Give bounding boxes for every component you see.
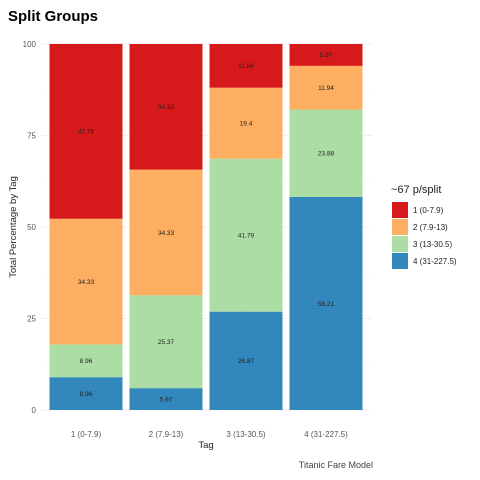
x-tick-label: 2 (7.9-13)	[149, 430, 184, 439]
bar-segment	[289, 65, 363, 110]
legend-swatch	[392, 219, 408, 235]
bar-segment	[49, 43, 123, 219]
bar-segment-label: 41.79	[238, 232, 255, 239]
legend-label: 1 (0-7.9)	[413, 206, 444, 215]
y-tick-label: 100	[23, 40, 37, 49]
x-tick-label: 1 (0-7.9)	[71, 430, 102, 439]
y-tick-label: 75	[27, 132, 36, 141]
bar-segment	[49, 218, 123, 345]
legend-title: ~67 p/split	[391, 184, 441, 196]
legend-swatch	[392, 202, 408, 218]
bar-segment-label: 26.87	[238, 358, 255, 365]
legend-swatch	[392, 253, 408, 269]
y-tick-label: 25	[27, 315, 36, 324]
bar-segment	[289, 44, 363, 66]
bar-segment	[129, 44, 203, 170]
bar-segment	[49, 377, 123, 410]
bar-segment	[289, 196, 363, 410]
legend-label: 4 (31-227.5)	[413, 257, 457, 266]
legend: ~67 p/split 1 (0-7.9) 2 (7.9-13) 3 (13-30.…	[391, 184, 457, 269]
x-axis-title: Tag	[198, 440, 213, 451]
bars: 8.96 8.96 34.33 47.76 5.97 25.37 34.33 34.33 26.…	[49, 43, 363, 410]
bar-segment-label: 5.97	[320, 52, 333, 59]
bar-segment-label: 23.88	[318, 151, 335, 158]
legend-swatch	[392, 236, 408, 252]
y-axis-ticks: 0 25 50 75 100	[23, 40, 37, 415]
bar-segment-label: 8.96	[80, 391, 93, 398]
y-axis-title: Total Percentage by Tag	[8, 176, 19, 278]
bar-segment	[209, 311, 283, 410]
bar-segment	[209, 44, 283, 88]
legend-label: 2 (7.9-13)	[413, 223, 448, 232]
bar-segment-label: 5.97	[160, 396, 173, 403]
legend-label: 3 (13-30.5)	[413, 240, 452, 249]
bar-segment	[129, 295, 203, 389]
y-tick-label: 50	[27, 223, 36, 232]
bar-segment	[209, 87, 283, 159]
bar-segment-label: 58.21	[318, 301, 335, 308]
bar-segment	[129, 388, 203, 410]
bar-segment-label: 47.76	[78, 129, 95, 136]
legend-items: 1 (0-7.9) 2 (7.9-13) 3 (13-30.5) 4 (31-227.…	[392, 202, 457, 269]
x-axis-ticks: 1 (0-7.9) 2 (7.9-13) 3 (13-30.5) 4 (31-227.…	[71, 430, 348, 439]
bar-segment-label: 11.94	[318, 85, 334, 92]
x-tick-label: 3 (13-30.5)	[226, 430, 265, 439]
bar-segment	[209, 158, 283, 312]
bar-segment-label: 34.33	[158, 104, 175, 111]
bar-segment	[129, 169, 203, 296]
y-tick-label: 0	[32, 406, 37, 415]
chart-caption: Titanic Fare Model	[299, 460, 373, 470]
chart-title: Split Groups	[8, 8, 98, 25]
x-tick-label: 4 (31-227.5)	[304, 430, 348, 439]
bar-segment-label: 34.33	[158, 230, 175, 237]
bar-segment-label: 34.33	[78, 279, 95, 286]
bar-segment-label: 11.94	[238, 63, 254, 70]
bar-segment-label: 8.96	[80, 358, 93, 365]
bar-segment-label: 25.37	[158, 339, 175, 346]
bar-segment	[49, 344, 123, 378]
bar-segment	[289, 109, 363, 197]
bar-segment-label: 19.4	[240, 121, 253, 128]
